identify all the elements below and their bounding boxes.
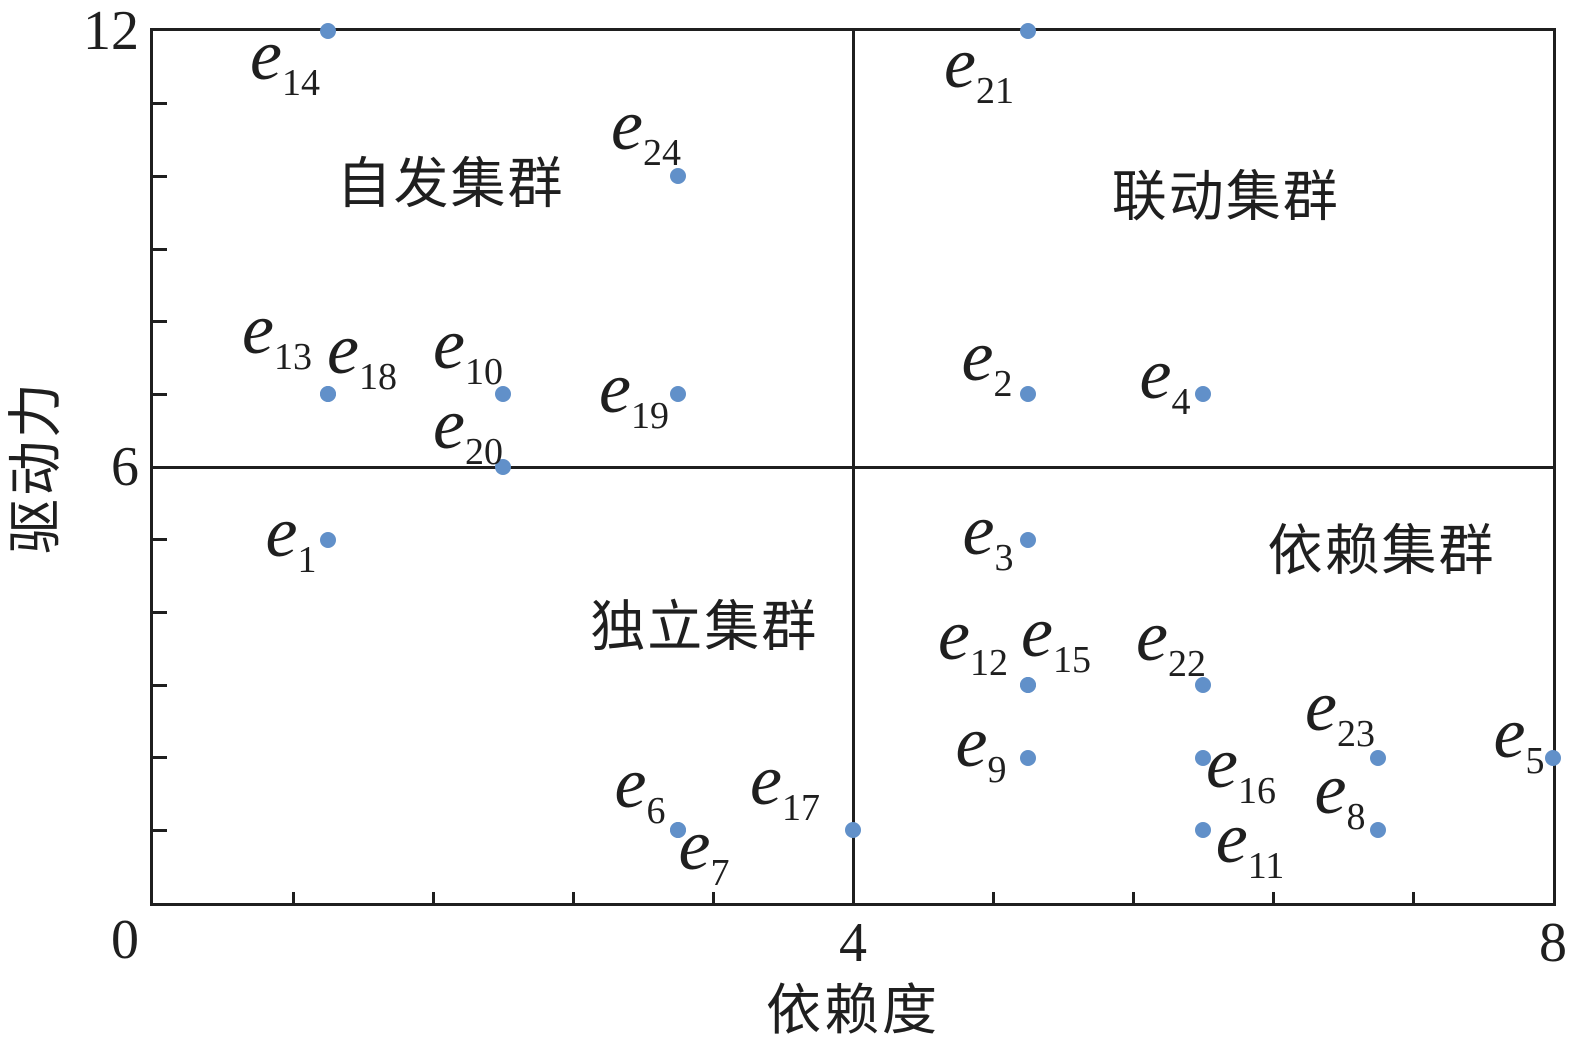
x-axis-title: 依赖度 bbox=[765, 980, 941, 1041]
y-axis-minor-tick bbox=[153, 756, 167, 760]
x-axis-minor-tick bbox=[711, 892, 715, 903]
data-point-e2 bbox=[1020, 386, 1036, 403]
data-point-e18 bbox=[320, 386, 336, 403]
x-axis-minor-tick bbox=[991, 892, 995, 903]
quadrant-label: 独立集群 bbox=[590, 596, 819, 658]
x-axis-minor-tick bbox=[291, 892, 295, 903]
data-point-e3 bbox=[1020, 531, 1036, 548]
data-point-e1 bbox=[320, 531, 336, 548]
quadrant-label: 自发集群 bbox=[336, 153, 565, 215]
x-axis-minor-tick bbox=[1271, 892, 1275, 903]
data-point-e7 bbox=[670, 822, 686, 839]
data-point-e10 bbox=[495, 386, 511, 403]
plot-area: 自发集群 联动集群独立集群 依赖集群 e1 e2 e3 e4 e5 e6 e7 e8 e9 e10 e11… bbox=[150, 19, 1561, 906]
y-axis-minor-tick bbox=[153, 174, 167, 178]
data-point-e15 bbox=[1020, 677, 1036, 693]
x-tick-label-8: 8 bbox=[1539, 912, 1567, 974]
point-label-e18: e18 bbox=[327, 309, 397, 399]
data-point-e19 bbox=[670, 386, 686, 403]
quadrant-label: 联动集群 bbox=[1111, 166, 1340, 228]
point-label-e15: e15 bbox=[1021, 592, 1091, 681]
data-point-e14 bbox=[320, 23, 336, 39]
point-label-e9: e9 bbox=[955, 701, 1007, 791]
data-point-e22 bbox=[1195, 677, 1211, 693]
point-label-e13: e13 bbox=[242, 289, 312, 379]
data-point-e24 bbox=[670, 168, 686, 185]
data-point-e17 bbox=[845, 822, 861, 839]
data-point-e16 bbox=[1195, 749, 1211, 766]
y-tick-label-6: 6 bbox=[111, 436, 139, 498]
quadrant-divider-horizontal bbox=[153, 465, 1553, 469]
point-label-e21: e21 bbox=[944, 23, 1014, 112]
point-label-e6: e6 bbox=[614, 743, 666, 833]
data-point-e5 bbox=[1545, 749, 1561, 766]
x-tick-label-4: 4 bbox=[839, 912, 867, 974]
y-axis-minor-tick bbox=[153, 610, 167, 614]
x-axis-minor-tick bbox=[1131, 892, 1135, 903]
data-point-e8 bbox=[1370, 822, 1386, 839]
point-label-e20: e20 bbox=[433, 384, 503, 473]
data-point-e21 bbox=[1020, 23, 1036, 39]
point-label-e7: e7 bbox=[678, 805, 730, 895]
x-axis-minor-tick bbox=[571, 892, 575, 903]
data-point-e11 bbox=[1195, 822, 1211, 839]
point-label-e22: e22 bbox=[1136, 596, 1206, 685]
data-point-e23 bbox=[1370, 749, 1386, 766]
point-label-e4: e4 bbox=[1139, 334, 1191, 424]
point-label-e23: e23 bbox=[1305, 665, 1375, 755]
y-tick-label-12: 12 bbox=[83, 0, 139, 62]
y-axis-minor-tick bbox=[153, 320, 167, 324]
y-axis-minor-tick bbox=[153, 828, 167, 832]
data-point-e9 bbox=[1020, 749, 1036, 766]
y-axis-minor-tick bbox=[153, 538, 167, 542]
x-axis-minor-tick bbox=[1411, 892, 1415, 903]
data-point-e4 bbox=[1195, 386, 1211, 403]
point-label-e8: e8 bbox=[1314, 749, 1366, 839]
data-point-e20 bbox=[495, 459, 511, 475]
point-label-e16: e16 bbox=[1206, 722, 1276, 812]
point-label-e11: e11 bbox=[1215, 798, 1285, 888]
point-label-e17: e17 bbox=[750, 740, 820, 830]
point-label-e19: e19 bbox=[599, 348, 669, 438]
point-label-e3: e3 bbox=[962, 489, 1014, 579]
point-label-e5: e5 bbox=[1493, 692, 1545, 782]
y-axis-minor-tick bbox=[153, 247, 167, 251]
point-label-e1: e1 bbox=[265, 491, 317, 581]
point-label-e14: e14 bbox=[250, 15, 320, 104]
y-tick-label-0: 0 bbox=[111, 909, 139, 971]
quadrant-label: 依赖集群 bbox=[1267, 520, 1496, 582]
y-axis-minor-tick bbox=[153, 683, 167, 687]
point-label-e10: e10 bbox=[433, 304, 503, 394]
point-label-e2: e2 bbox=[961, 316, 1013, 406]
y-axis-minor-tick bbox=[153, 102, 167, 106]
point-label-e24: e24 bbox=[611, 85, 681, 175]
x-axis-minor-tick bbox=[431, 892, 435, 903]
point-label-e12: e12 bbox=[938, 595, 1008, 684]
y-axis-minor-tick bbox=[153, 392, 167, 396]
